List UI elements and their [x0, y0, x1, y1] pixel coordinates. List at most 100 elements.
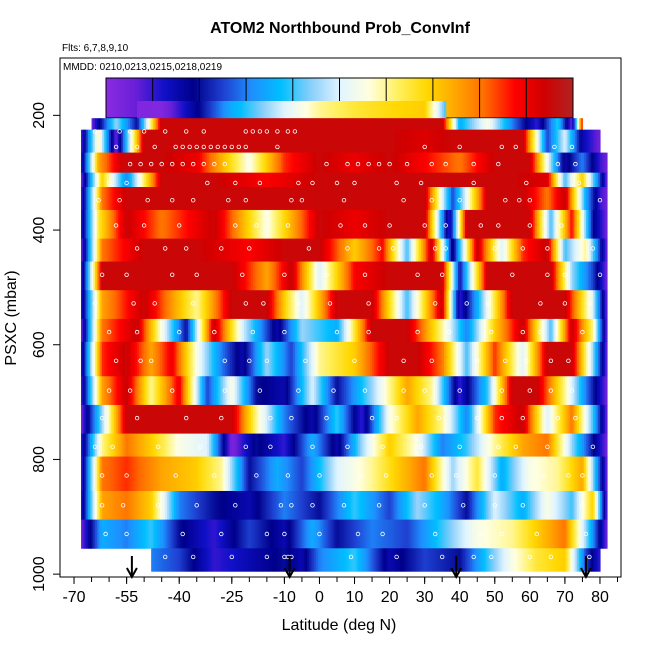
heatmap-cell [210, 209, 214, 240]
heatmap-cell [244, 404, 247, 435]
heatmap-cell [258, 209, 261, 240]
heatmap-cell [405, 290, 408, 320]
heatmap-cell [473, 404, 477, 435]
heatmap-cell [443, 490, 447, 521]
heatmap-cell [89, 187, 93, 211]
heatmap-cell [351, 172, 354, 188]
heatmap-cell [508, 238, 512, 262]
heatmap-cell [82, 152, 86, 174]
heatmap-cell [456, 238, 459, 262]
heatmap-cell [258, 376, 261, 406]
heatmap-cell [312, 118, 315, 131]
heatmap-cell [344, 238, 347, 262]
heatmap-cell [280, 172, 284, 188]
heatmap-cell [552, 261, 555, 291]
heatmap-cell [301, 118, 305, 131]
heatmap-cell [564, 129, 568, 154]
heatmap-cell [356, 118, 359, 131]
heatmap-cell [331, 261, 335, 291]
heatmap-cell [396, 172, 399, 188]
heatmap-cell [212, 129, 215, 154]
heatmap-cell [577, 456, 580, 492]
heatmap-cell [419, 376, 422, 406]
heatmap-cell [598, 238, 601, 262]
heatmap-cell [272, 152, 275, 174]
heatmap-cell [259, 101, 263, 119]
heatmap-cell [387, 118, 391, 131]
heatmap-cell [536, 376, 540, 406]
heatmap-cell [166, 238, 170, 262]
heatmap-cell [582, 187, 585, 211]
heatmap-cell [578, 187, 582, 211]
heatmap-cell [526, 172, 529, 188]
heatmap-cell [130, 187, 133, 211]
heatmap-cell [186, 261, 189, 291]
heatmap-cell [342, 172, 345, 188]
heatmap-cell [515, 209, 519, 240]
heatmap-cell [386, 172, 389, 188]
heatmap-cell [500, 290, 503, 320]
heatmap-cell [577, 261, 580, 291]
heatmap-cell [387, 456, 391, 492]
heatmap-cell [238, 152, 242, 174]
heatmap-cell [237, 209, 240, 240]
heatmap-cell [382, 261, 385, 291]
heatmap-cell [252, 152, 256, 174]
heatmap-cell [82, 456, 86, 492]
heatmap-cell [436, 152, 440, 174]
heatmap-cell [307, 290, 310, 320]
heatmap-cell [398, 490, 401, 521]
heatmap-cell [103, 404, 107, 435]
heatmap-cell [373, 238, 377, 262]
heatmap-cell [352, 238, 356, 262]
heatmap-cell [193, 433, 196, 457]
heatmap-cell [142, 490, 145, 521]
heatmap-cell [279, 261, 282, 291]
heatmap-cell [522, 341, 526, 377]
heatmap-cell [170, 118, 173, 131]
heatmap-cell [522, 290, 526, 320]
heatmap-cell [147, 433, 151, 457]
heatmap-cell [463, 172, 466, 188]
heatmap-cell [440, 238, 443, 262]
heatmap-cell [88, 172, 91, 188]
heatmap-cell [91, 341, 94, 377]
heatmap-cell [186, 490, 189, 521]
heatmap-cell [121, 209, 124, 240]
heatmap-cell [226, 261, 229, 291]
heatmap-cell [209, 490, 212, 521]
heatmap-cell [131, 118, 135, 131]
heatmap-cell [480, 187, 484, 211]
heatmap-cell [256, 341, 259, 377]
heatmap-cell [436, 261, 440, 291]
heatmap-cell [580, 209, 584, 240]
heatmap-cell [486, 261, 489, 291]
heatmap-cell [144, 172, 147, 188]
heatmap-cell [394, 261, 398, 291]
heatmap-cell [536, 209, 540, 240]
heatmap-cell [580, 152, 584, 174]
heatmap-cell [308, 404, 312, 435]
heatmap-cell [238, 172, 242, 188]
heatmap-cell [587, 152, 591, 174]
heatmap-cell [582, 209, 585, 240]
heatmap-cell [533, 290, 536, 320]
heatmap-cell [230, 341, 233, 377]
heatmap-cell [105, 129, 108, 154]
heatmap-cell [482, 172, 485, 188]
heatmap-cell [508, 209, 512, 240]
heatmap-cell [450, 172, 454, 188]
heatmap-cell [261, 209, 264, 240]
heatmap-cell [315, 261, 319, 291]
heatmap-cell [436, 101, 440, 119]
heatmap-cell [479, 376, 482, 406]
heatmap-cell [298, 209, 301, 240]
heatmap-cell [405, 172, 408, 188]
heatmap-cell [573, 187, 577, 211]
heatmap-cell [603, 238, 606, 262]
heatmap-cell [310, 456, 314, 492]
heatmap-cell [210, 129, 214, 154]
heatmap-cell [340, 341, 343, 377]
heatmap-cell [166, 152, 170, 174]
heatmap-cell [293, 152, 296, 174]
